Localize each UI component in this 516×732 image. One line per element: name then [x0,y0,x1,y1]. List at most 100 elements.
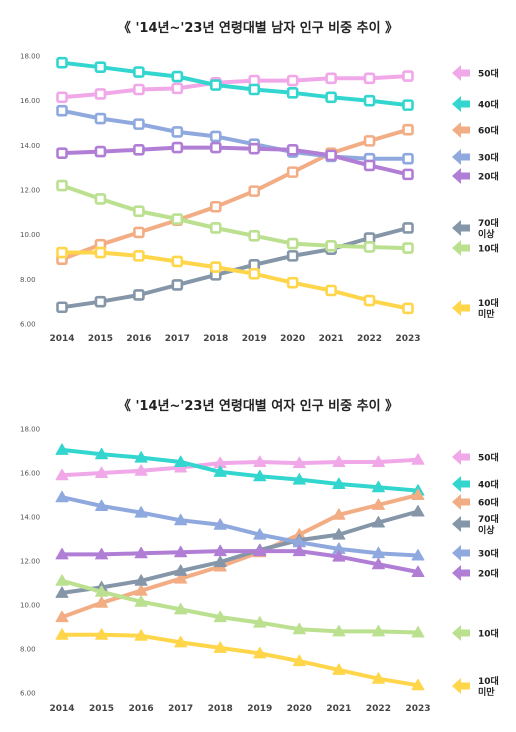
data-point-marker [332,550,346,562]
data-point-marker [56,104,68,117]
x-tick-label: 2014 [49,704,74,714]
legend-arrow-icon [452,625,470,641]
data-point-marker [134,629,148,641]
data-point-marker [371,624,385,637]
data-point-marker [133,144,145,156]
x-tick-label: 2015 [88,334,113,344]
data-point-marker [286,276,299,289]
data-point-marker [248,267,261,280]
data-point-marker [174,564,188,576]
legend-arrow-icon [452,516,470,532]
data-point-marker [371,546,385,559]
data-point-marker [371,557,385,570]
data-point-marker [95,596,109,608]
data-point-marker [134,506,148,518]
x-tick-label: 2019 [242,334,267,344]
x-tick-label: 2018 [208,704,233,714]
data-point-marker [94,246,107,259]
data-point-marker [95,628,109,640]
legend-arrow-icon [452,149,470,165]
data-point-marker [292,654,306,667]
series-line [60,578,420,635]
data-point-marker [402,242,414,254]
x-tick-label: 2022 [366,704,391,714]
y-tick-label: 10.00 [20,602,40,610]
legend-label: 30대 [478,548,499,560]
data-point-marker [133,66,145,78]
data-point-marker [332,624,346,637]
data-point-marker [171,126,184,138]
data-point-marker [209,261,222,273]
series-line [60,509,420,595]
x-tick-label: 2018 [203,334,228,344]
data-point-marker [402,99,414,111]
data-point-marker [55,574,69,586]
legend-arrow-icon [452,565,470,581]
data-point-marker [213,610,227,623]
data-point-marker [133,205,145,218]
data-point-marker [94,145,107,158]
data-point-marker [213,518,227,530]
legend-label: 70대 이상 [478,513,499,536]
data-point-marker [56,301,68,314]
data-point-marker [248,142,261,155]
data-point-marker [402,152,414,165]
data-point-marker [363,94,376,107]
legend-arrow-icon [452,168,470,184]
data-point-marker [134,451,148,463]
legend-label: 50대 [478,452,499,464]
data-point-marker [134,595,148,607]
data-point-marker [248,83,261,96]
data-point-marker [174,455,188,467]
data-point-marker [56,246,68,259]
legend-label: 40대 [478,479,499,491]
data-point-marker [213,641,227,653]
data-point-marker [411,505,425,517]
data-point-marker [174,572,188,584]
data-point-marker [209,141,222,154]
male-chart: 6.00 8.00 10.00 12.00 14.00 16.00 18.00 2014 201… [20,53,499,345]
data-point-marker [286,74,299,87]
data-point-marker [209,79,222,91]
data-point-marker [55,443,69,455]
data-point-marker [411,565,425,577]
x-tick-label: 2021 [319,334,344,344]
data-point-marker [94,193,107,205]
data-point-marker [253,544,267,557]
data-point-marker [411,626,425,638]
data-point-marker [325,240,337,252]
legend-label: 20대 [478,171,499,183]
data-point-marker [171,141,184,154]
legend-arrow-icon [452,122,470,138]
data-point-marker [286,250,299,262]
data-point-marker [253,528,267,540]
data-point-marker [253,646,267,659]
x-tick-label: 2017 [165,334,190,344]
y-tick-label: 6.00 [20,690,36,698]
data-point-marker [95,499,109,511]
y-tick-label: 18.00 [20,426,40,434]
x-tick-label: 2023 [395,334,420,344]
x-tick-label: 2016 [126,334,151,344]
data-point-marker [402,302,414,315]
data-point-marker [253,455,267,467]
y-tick-label: 18.00 [20,53,40,61]
data-point-marker [363,241,376,253]
data-point-marker [95,466,109,478]
data-point-marker [363,294,376,307]
legend-label: 60대 [478,497,499,509]
data-point-marker [133,250,145,262]
x-tick-label: 2014 [49,334,74,344]
data-point-marker [332,455,346,467]
data-point-marker [56,147,68,159]
legend-arrow-icon [452,65,470,81]
data-point-marker [95,547,109,560]
x-tick-label: 2016 [129,704,154,714]
legend-label: 10대 [478,243,499,255]
data-point-marker [286,166,299,178]
data-point-marker [286,87,299,99]
legend-arrow-icon [452,300,470,316]
legend-label: 10대 미만 [478,297,499,320]
data-point-marker [371,672,385,684]
